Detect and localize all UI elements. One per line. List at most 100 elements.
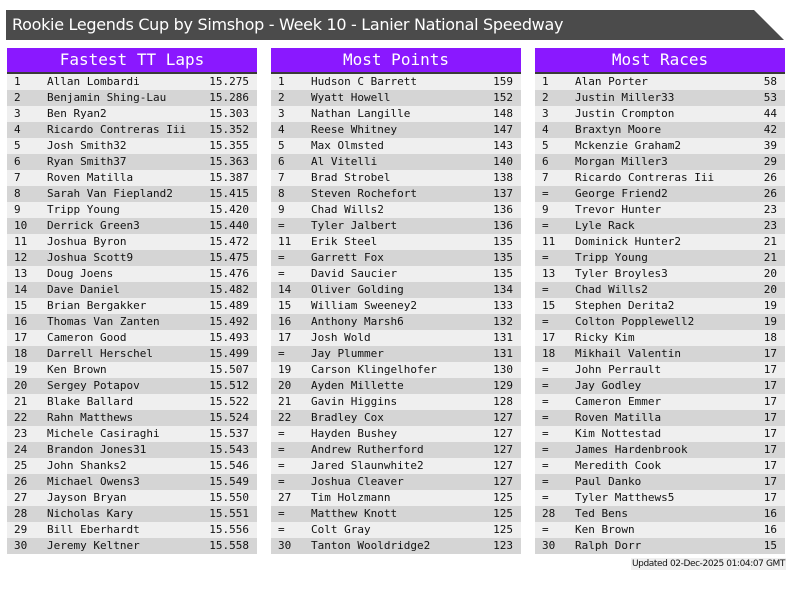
value-cell: 135	[493, 251, 513, 264]
table-row: = Chad Wills2 20	[535, 282, 785, 298]
table-row: 30 Tanton Wooldridge2 123	[271, 538, 521, 554]
rank-cell: 10	[14, 219, 28, 232]
driver-name-cell: Dominick Hunter2	[575, 235, 681, 248]
rank-cell: 27	[14, 491, 28, 504]
rank-cell: 21	[278, 395, 292, 408]
value-cell: 135	[493, 235, 513, 248]
value-cell: 130	[493, 363, 513, 376]
table-row: = Hayden Bushey 127	[271, 426, 521, 442]
rank-cell: 1	[278, 75, 285, 88]
value-cell: 131	[493, 331, 513, 344]
driver-name-cell: Brandon Jones31	[47, 443, 147, 456]
driver-name-cell: Andrew Rutherford	[311, 443, 424, 456]
value-cell: 58	[763, 75, 777, 88]
rank-cell: 1	[542, 75, 549, 88]
rank-cell: 27	[278, 491, 292, 504]
value-cell: 39	[763, 139, 777, 152]
table-row: 17 Josh Wold 131	[271, 330, 521, 346]
rank-cell: =	[278, 219, 285, 232]
rank-cell: =	[278, 459, 285, 472]
driver-name-cell: Cameron Good	[47, 331, 127, 344]
rank-cell: 17	[542, 331, 556, 344]
rank-cell: =	[278, 427, 285, 440]
value-cell: 148	[493, 107, 513, 120]
driver-name-cell: Jared Slaunwhite2	[311, 459, 424, 472]
driver-name-cell: George Friend2	[575, 187, 668, 200]
value-cell: 15.415	[209, 187, 249, 200]
rank-cell: 15	[542, 299, 556, 312]
value-cell: 123	[493, 539, 513, 552]
table-row: 6 Morgan Miller3 29	[535, 154, 785, 170]
value-cell: 15.489	[209, 299, 249, 312]
rank-cell: 3	[278, 107, 285, 120]
driver-name-cell: Justin Miller33	[575, 91, 675, 104]
rank-cell: 7	[542, 171, 549, 184]
driver-name-cell: Benjamin Shing-Lau	[47, 91, 167, 104]
rank-cell: 20	[278, 379, 292, 392]
panel-most-points: Most Points 1 Hudson C Barrett 159 2 Wyatt H…	[271, 48, 521, 554]
table-row: 25 John Shanks2 15.546	[7, 458, 257, 474]
rank-cell: =	[542, 443, 549, 456]
table-row: 21 Gavin Higgins 128	[271, 394, 521, 410]
rank-cell: =	[542, 491, 549, 504]
value-cell: 15.472	[209, 235, 249, 248]
table-row: 20 Sergey Potapov 15.512	[7, 378, 257, 394]
driver-name-cell: Mckenzie Graham2	[575, 139, 681, 152]
driver-name-cell: Lyle Rack	[575, 219, 635, 232]
table-row: = Jay Godley 17	[535, 378, 785, 394]
driver-name-cell: Carson Klingelhofer	[311, 363, 437, 376]
driver-name-cell: Justin Crompton	[575, 107, 675, 120]
driver-name-cell: John Shanks2	[47, 459, 127, 472]
driver-name-cell: Tyler Jalbert	[311, 219, 398, 232]
table-row: = Paul Danko 17	[535, 474, 785, 490]
rank-cell: 16	[14, 315, 28, 328]
table-row: = Joshua Cleaver 127	[271, 474, 521, 490]
rank-cell: 19	[14, 363, 28, 376]
value-cell: 127	[493, 443, 513, 456]
rank-cell: 7	[278, 171, 285, 184]
value-cell: 17	[763, 347, 777, 360]
rank-cell: 17	[14, 331, 28, 344]
rank-cell: =	[542, 315, 549, 328]
table-row: 1 Hudson C Barrett 159	[271, 74, 521, 90]
table-row: 16 Anthony Marsh6 132	[271, 314, 521, 330]
value-cell: 20	[763, 267, 777, 280]
rank-cell: 5	[14, 139, 21, 152]
rank-cell: 30	[14, 539, 28, 552]
value-cell: 125	[493, 491, 513, 504]
table-row: 15 Stephen Derita2 19	[535, 298, 785, 314]
rank-cell: 11	[278, 235, 292, 248]
updated-timestamp: Updated 02-Dec-2025 01:04:07 GMT	[630, 558, 786, 570]
rank-cell: 4	[14, 123, 21, 136]
rank-cell: 9	[278, 203, 285, 216]
rank-cell: 18	[14, 347, 28, 360]
value-cell: 15.387	[209, 171, 249, 184]
value-cell: 15.499	[209, 347, 249, 360]
driver-name-cell: Anthony Marsh6	[311, 315, 404, 328]
rank-cell: 3	[542, 107, 549, 120]
rank-cell: 3	[14, 107, 21, 120]
table-row: 27 Jayson Bryan 15.550	[7, 490, 257, 506]
value-cell: 15.546	[209, 459, 249, 472]
value-cell: 15.507	[209, 363, 249, 376]
driver-name-cell: Michele Casiraghi	[47, 427, 160, 440]
table-row: 11 Erik Steel 135	[271, 234, 521, 250]
value-cell: 17	[763, 395, 777, 408]
table-row: 4 Braxtyn Moore 42	[535, 122, 785, 138]
driver-name-cell: Chad Wills2	[311, 203, 384, 216]
value-cell: 17	[763, 443, 777, 456]
table-row: 2 Justin Miller33 53	[535, 90, 785, 106]
value-cell: 23	[763, 219, 777, 232]
value-cell: 18	[763, 331, 777, 344]
rank-cell: 25	[14, 459, 28, 472]
rank-cell: 9	[542, 203, 549, 216]
panel-most-races: Most Races 1 Alan Porter 58 2 Justin Miller3…	[535, 48, 785, 554]
rank-cell: =	[542, 363, 549, 376]
driver-name-cell: Ted Bens	[575, 507, 628, 520]
table-row: 4 Reese Whitney 147	[271, 122, 521, 138]
value-cell: 136	[493, 219, 513, 232]
rank-cell: 2	[278, 91, 285, 104]
rank-cell: 4	[278, 123, 285, 136]
table-row: 6 Ryan Smith37 15.363	[7, 154, 257, 170]
rank-cell: 8	[278, 187, 285, 200]
